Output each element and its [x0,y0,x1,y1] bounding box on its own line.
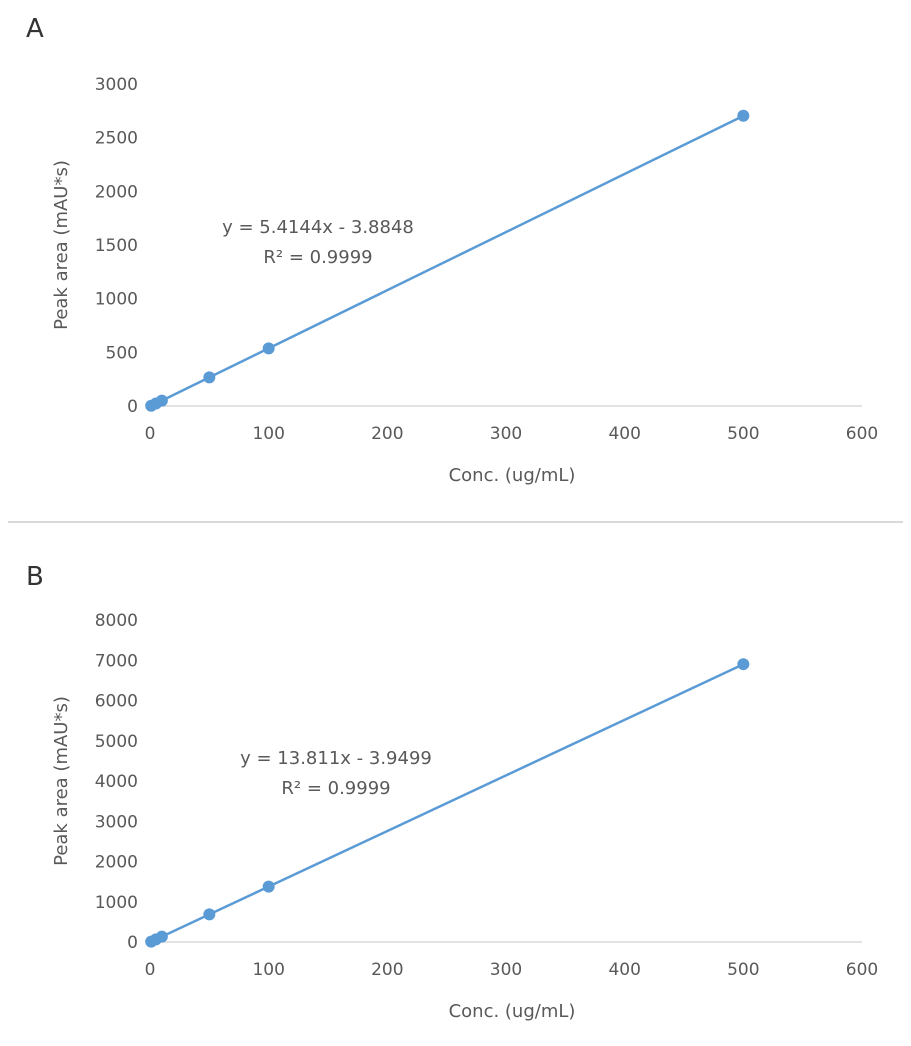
chart-b-data-point [155,930,168,943]
panel-label-b: B [26,562,44,592]
chart-b-y-tick-label: 5000 [95,732,138,752]
chart-a-trendline [150,114,744,407]
chart-a-x-axis-title: Conc. (ug/mL) [449,465,576,486]
panel-divider [8,521,903,523]
panel-label-a: A [26,14,44,44]
chart-b-r-squared-label: R² = 0.9999 [281,778,390,799]
chart-a-x-tick-label: 200 [371,424,403,444]
chart-a-y-tick-label: 2500 [95,129,138,149]
chart-b-y-tick-label: 2000 [95,853,138,873]
chart-panel-b: B 0 1000 2000 3000 4000 5000 6000 7000 8000 0 100 2… [0,526,911,1046]
chart-a-y-axis-title: Peak area (mAU*s) [51,160,72,330]
chart-a-data-point [203,371,216,384]
chart-b-x-axis-title: Conc. (ug/mL) [449,1001,576,1022]
chart-a-y-tick-label: 1000 [95,290,138,310]
chart-a-data-point [737,109,750,122]
chart-a-data-point [155,394,168,407]
chart-a-y-tick-label: 0 [127,397,138,417]
chart-b-x-tick-label: 400 [608,960,640,980]
chart-a-r-squared-label: R² = 0.9999 [263,247,372,268]
chart-b-y-axis-title: Peak area (mAU*s) [51,696,72,866]
chart-b-data-point [737,658,750,671]
chart-b-x-tick-label: 300 [490,960,522,980]
chart-b-x-tick-label: 600 [846,960,878,980]
chart-b-y-tick-label: 6000 [95,692,138,712]
chart-b-trendline [150,663,744,943]
chart-b-x-tick-label: 100 [252,960,284,980]
chart-b-x-tick-label: 0 [145,960,156,980]
chart-a-y-tick-label: 500 [106,343,138,363]
chart-a-x-tick-label: 500 [727,424,759,444]
chart-a-data-point [262,342,275,355]
chart-a-x-tick-label: 600 [846,424,878,444]
chart-a-y-tick-label: 1500 [95,236,138,256]
chart-panel-a: A 0 500 1000 1500 2000 2500 3000 0 100 200 300 400 5… [0,0,911,520]
chart-b-x-tick-label: 500 [727,960,759,980]
chart-b-data-point [203,908,216,921]
chart-a-x-tick-label: 0 [145,424,156,444]
chart-a-svg: 0 500 1000 1500 2000 2500 3000 0 100 200 300 400 500… [51,75,878,486]
chart-b-svg: 0 1000 2000 3000 4000 5000 6000 7000 8000 0 100 200… [51,611,878,1022]
chart-a-x-tick-label: 300 [490,424,522,444]
chart-a-y-tick-label: 3000 [95,75,138,95]
chart-b-trendline-equation: y = 13.811x - 3.9499 [240,748,432,769]
chart-b-data-point [262,880,275,893]
chart-b-y-tick-label: 0 [127,933,138,953]
chart-b-x-tick-label: 200 [371,960,403,980]
chart-b-y-tick-label: 7000 [95,651,138,671]
chart-a-x-tick-label: 100 [252,424,284,444]
chart-b-y-tick-label: 3000 [95,812,138,832]
chart-a-y-tick-label: 2000 [95,182,138,202]
chart-b-y-tick-label: 4000 [95,772,138,792]
chart-a-x-tick-label: 400 [608,424,640,444]
chart-b-y-tick-label: 1000 [95,893,138,913]
chart-a-trendline-equation: y = 5.4144x - 3.8848 [222,217,414,238]
chart-b-y-tick-label: 8000 [95,611,138,631]
